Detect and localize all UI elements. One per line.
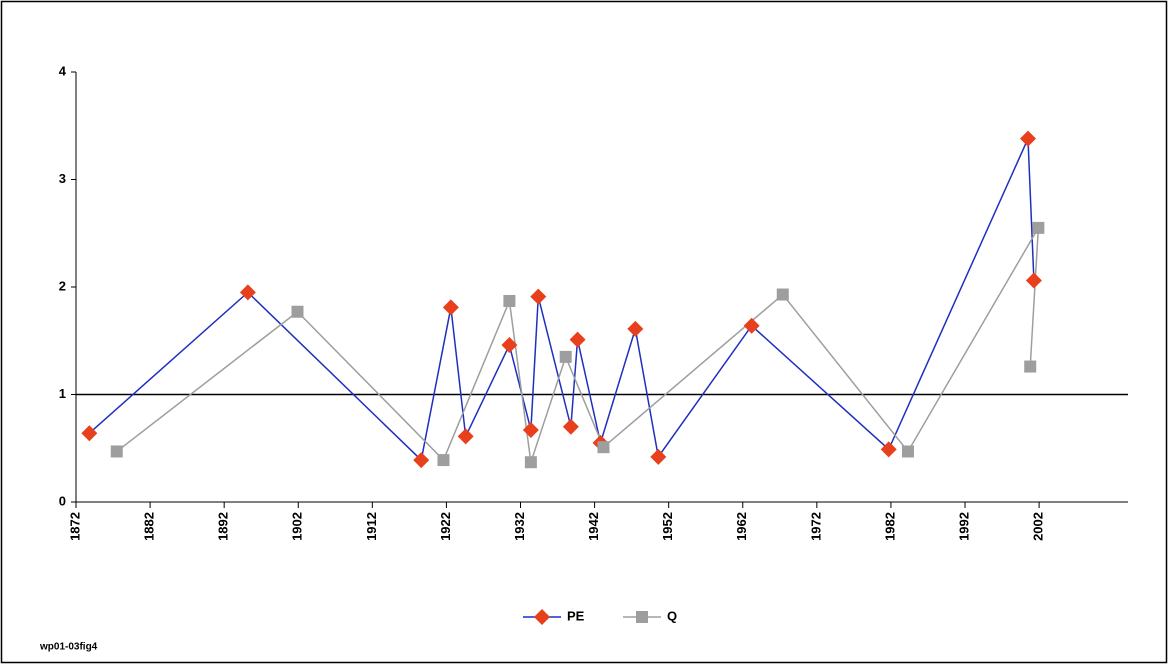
legend-marker (636, 611, 648, 623)
data-point (442, 299, 459, 316)
data-point (1024, 360, 1037, 373)
data-point (1032, 221, 1045, 234)
x-tick-label: 1932 (512, 512, 527, 541)
data-point (901, 445, 914, 458)
data-point (562, 418, 579, 435)
data-point (776, 288, 789, 301)
data-point (1025, 272, 1042, 289)
data-point (291, 305, 304, 318)
data-point (522, 421, 539, 438)
x-tick-label: 1912 (364, 512, 379, 541)
data-point (597, 441, 610, 454)
footnote: wp01-03fig4 (39, 642, 98, 653)
y-tick-label: 0 (59, 493, 66, 508)
legend-label: Q (667, 608, 677, 623)
legend-label: PE (567, 608, 585, 623)
x-tick-label: 1952 (660, 512, 675, 541)
y-tick-label: 1 (59, 386, 66, 401)
x-tick-label: 1872 (67, 512, 82, 541)
data-point (501, 337, 518, 354)
series-line (88, 138, 1035, 462)
data-point (457, 428, 474, 445)
data-point (880, 441, 897, 458)
data-point (569, 331, 586, 348)
y-tick-label: 2 (59, 278, 66, 293)
data-point (110, 445, 123, 458)
data-point (524, 456, 537, 469)
data-point (81, 425, 98, 442)
data-point (413, 452, 430, 469)
data-point (743, 317, 760, 334)
y-tick-label: 3 (59, 171, 66, 186)
legend-marker (534, 609, 550, 625)
x-tick-label: 1962 (734, 512, 749, 541)
x-tick-label: 1942 (586, 512, 601, 541)
data-point (1019, 130, 1036, 147)
data-point (437, 454, 450, 467)
x-tick-label: 1892 (216, 512, 231, 541)
data-point (559, 350, 572, 363)
data-point (239, 284, 256, 301)
x-tick-label: 1902 (290, 512, 305, 541)
data-point (503, 294, 516, 307)
data-point (530, 288, 547, 305)
x-tick-label: 1882 (142, 512, 157, 541)
x-tick-label: 2002 (1031, 512, 1046, 541)
x-tick-label: 1972 (808, 512, 823, 541)
x-tick-label: 1992 (956, 512, 971, 541)
y-tick-label: 4 (59, 63, 67, 78)
x-tick-label: 1982 (882, 512, 897, 541)
data-point (627, 320, 644, 337)
data-point (650, 448, 667, 465)
x-tick-label: 1922 (438, 512, 453, 541)
